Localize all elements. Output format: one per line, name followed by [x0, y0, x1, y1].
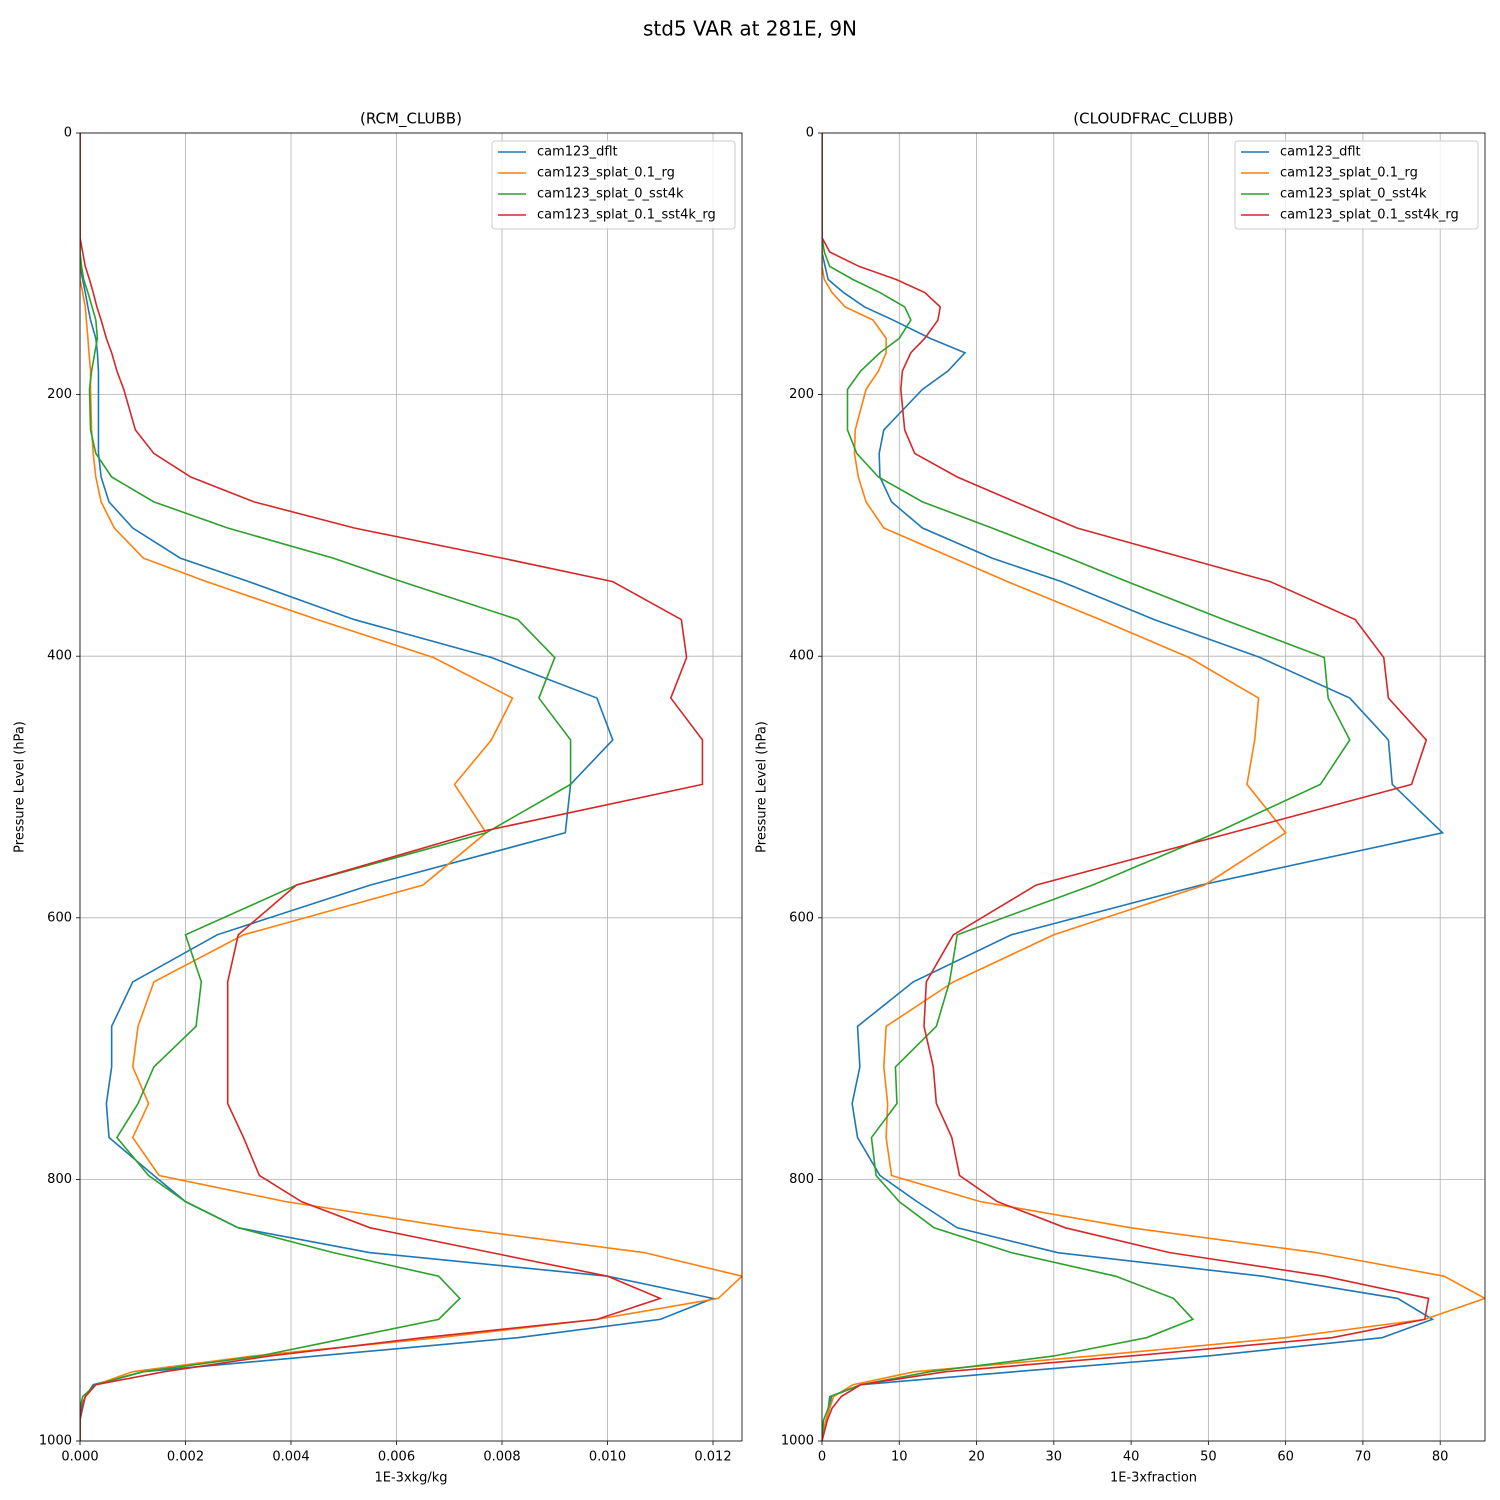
- profile-line: [80, 133, 572, 1441]
- profile-line: [80, 133, 704, 1441]
- x-tick-label: 0.010: [589, 1450, 626, 1465]
- y-tick-label: 800: [47, 1172, 72, 1187]
- x-tick-label: 50: [1200, 1450, 1217, 1465]
- legend-label: cam123_dflt: [1280, 145, 1361, 160]
- profile-line: [822, 133, 1445, 1441]
- profile-line: [822, 133, 1485, 1441]
- profile-line: [822, 133, 1351, 1441]
- x-tick-label: 0: [818, 1450, 826, 1465]
- subplot-title: (CLOUDFRAC_CLUBB): [1073, 110, 1233, 129]
- axes-frame: [79, 132, 743, 1442]
- y-tick-label: 200: [789, 387, 814, 402]
- legend-box: [491, 140, 736, 230]
- x-tick-label: 10: [891, 1450, 908, 1465]
- x-tick-label: 70: [1355, 1450, 1372, 1465]
- y-tick-label: 0: [64, 126, 72, 141]
- legend-label: cam123_splat_0_sst4k: [1280, 187, 1427, 202]
- subplot-title: (RCM_CLUBB): [360, 110, 462, 129]
- legend-label: cam123_splat_0.1_rg: [537, 166, 675, 181]
- y-tick-label: 1000: [39, 1434, 72, 1449]
- y-axis-label: Pressure Level (hPa): [755, 721, 770, 853]
- x-tick-label: 0.006: [378, 1450, 415, 1465]
- profile-line: [80, 133, 742, 1441]
- x-tick-label: 0.008: [483, 1450, 520, 1465]
- legend-label: cam123_splat_0.1_rg: [1280, 166, 1418, 181]
- x-tick-label: 30: [1046, 1450, 1063, 1465]
- x-tick-label: 0.012: [694, 1450, 731, 1465]
- x-axis-label: 1E-3xfraction: [1110, 1471, 1197, 1486]
- x-tick-label: 20: [968, 1450, 985, 1465]
- y-tick-label: 200: [47, 387, 72, 402]
- profile-line: [822, 133, 1430, 1441]
- y-tick-label: 0: [806, 126, 814, 141]
- y-tick-label: 400: [47, 649, 72, 664]
- legend-label: cam123_splat_0.1_sst4k_rg: [537, 208, 716, 223]
- legend-label: cam123_splat_0.1_sst4k_rg: [1280, 208, 1459, 223]
- x-tick-label: 0.002: [167, 1450, 204, 1465]
- legend-label: cam123_splat_0_sst4k: [537, 187, 684, 202]
- legend-label: cam123_dflt: [537, 145, 618, 160]
- y-tick-label: 400: [789, 649, 814, 664]
- legend-box: [1234, 140, 1479, 230]
- y-tick-label: 600: [47, 910, 72, 925]
- y-axis-label: Pressure Level (hPa): [13, 721, 28, 853]
- x-axis-label: 1E-3xkg/kg: [374, 1471, 447, 1486]
- y-tick-label: 800: [789, 1172, 814, 1187]
- x-tick-label: 0.004: [272, 1450, 309, 1465]
- y-tick-label: 600: [789, 910, 814, 925]
- x-tick-label: 60: [1277, 1450, 1294, 1465]
- x-tick-label: 40: [1123, 1450, 1140, 1465]
- x-tick-label: 80: [1432, 1450, 1449, 1465]
- figure-title: std5 VAR at 281E, 9N: [643, 17, 857, 41]
- x-tick-label: 0.000: [61, 1450, 98, 1465]
- axes-frame: [821, 132, 1486, 1442]
- y-tick-label: 1000: [781, 1434, 814, 1449]
